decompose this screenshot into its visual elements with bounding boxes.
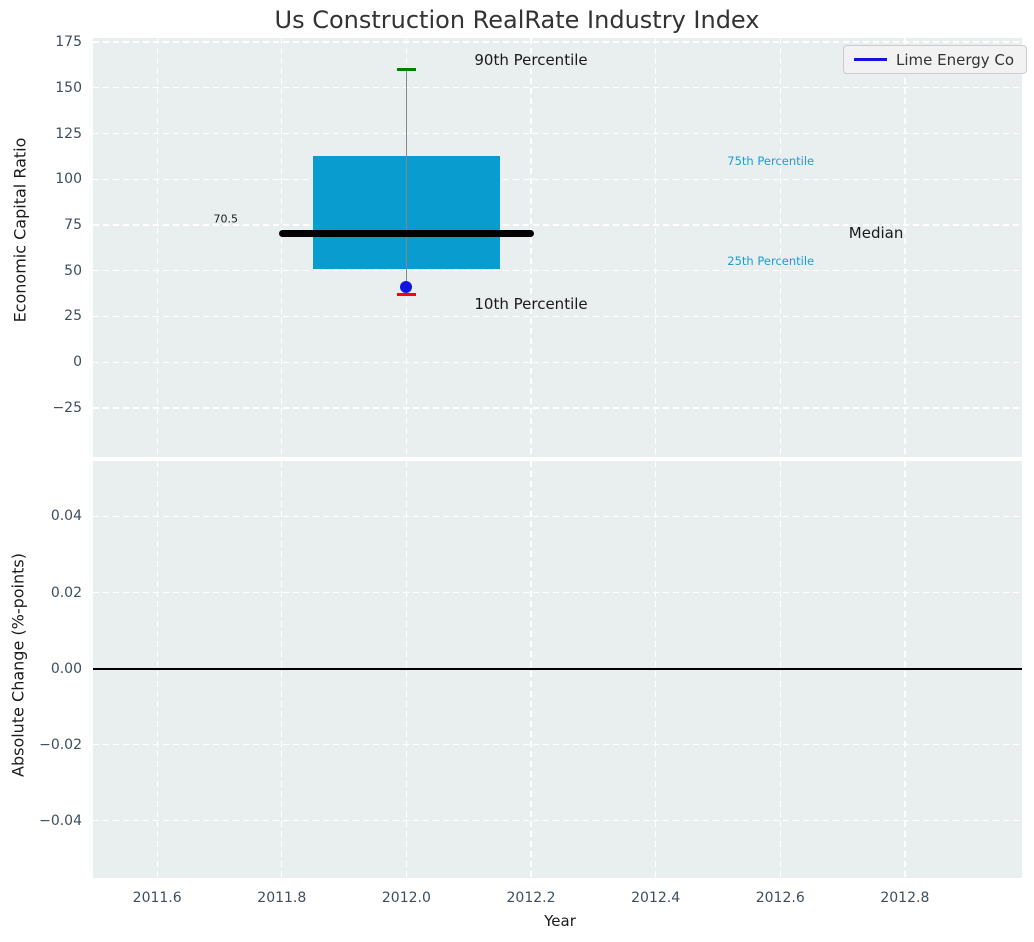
p90-whisker-cap — [397, 67, 416, 71]
legend-label: Lime Energy Co — [896, 50, 1015, 69]
annotation-70-5: 70.5 — [213, 212, 238, 226]
gridline-horizontal — [93, 224, 1022, 226]
gridline-horizontal — [93, 591, 1022, 594]
gridline-horizontal — [93, 178, 1022, 180]
p10-whisker-cap — [397, 293, 416, 297]
x-tick-label: 2012.4 — [631, 890, 681, 906]
gridline-vertical — [281, 38, 283, 457]
x-tick-label: 2011.6 — [132, 890, 182, 906]
y-tick-label: 0.00 — [50, 660, 82, 677]
annotation-75th-percentile: 75th Percentile — [727, 153, 815, 168]
gridline-vertical — [530, 38, 532, 457]
annotation-25th-percentile: 25th Percentile — [727, 253, 815, 268]
annotation-90th-percentile: 90th Percentile — [474, 51, 588, 70]
y-tick-label: 150 — [55, 79, 82, 96]
x-tick-label: 2012.8 — [880, 890, 930, 906]
y-tick-label: 0.04 — [50, 508, 82, 525]
x-tick-label: 2012.6 — [755, 890, 805, 906]
x-tick-label: 2012.2 — [506, 890, 556, 906]
gridline-vertical — [156, 38, 158, 457]
y-tick-label: 125 — [55, 125, 82, 142]
gridline-horizontal — [93, 87, 1022, 89]
gridline-horizontal — [93, 41, 1022, 43]
gridline-vertical — [779, 38, 781, 457]
y-tick-label: 25 — [64, 308, 82, 325]
gridline-horizontal — [93, 515, 1022, 518]
gridline-horizontal — [93, 361, 1022, 363]
x-tick-label: 2012.0 — [381, 890, 431, 906]
gridline-vertical — [655, 38, 657, 457]
gridline-horizontal — [93, 820, 1022, 822]
zero-line — [93, 667, 1022, 670]
gridline-horizontal — [93, 315, 1022, 318]
gridline-horizontal — [93, 407, 1022, 409]
gridline-vertical — [904, 38, 906, 457]
gridline-horizontal — [93, 132, 1022, 135]
y-tick-label: 50 — [64, 262, 82, 279]
company-marker — [400, 281, 413, 294]
y-tick-label: 0 — [73, 354, 82, 371]
y-tick-label: −0.02 — [39, 736, 82, 753]
y-tick-label: −25 — [52, 399, 82, 416]
x-axis-label: Year — [544, 912, 576, 930]
median-line — [278, 229, 535, 237]
y-tick-label: 75 — [64, 216, 82, 233]
gridline-horizontal — [93, 270, 1022, 272]
bottom-plot-area — [93, 461, 1022, 878]
top-plot-area: 90th Percentile 75th Percentile Median 25th… — [93, 38, 1022, 457]
x-tick-label: 2011.8 — [257, 890, 307, 906]
y-tick-label: 0.02 — [50, 584, 82, 601]
annotation-10th-percentile: 10th Percentile — [474, 294, 588, 313]
y-tick-label: 175 — [55, 34, 82, 51]
legend: Lime Energy Co — [843, 45, 1028, 74]
chart-title: Us Construction RealRate Industry Index — [274, 6, 760, 34]
gridline-horizontal — [93, 743, 1022, 746]
legend-line-sample — [854, 58, 887, 61]
top-y-axis-label: Economic Capital Ratio — [10, 137, 30, 323]
y-tick-label: −0.04 — [39, 812, 82, 829]
y-tick-label: 100 — [55, 171, 82, 188]
bottom-y-axis-label: Absolute Change (%-points) — [8, 553, 28, 777]
annotation-median: Median — [848, 224, 904, 243]
whisker-line — [405, 69, 408, 295]
